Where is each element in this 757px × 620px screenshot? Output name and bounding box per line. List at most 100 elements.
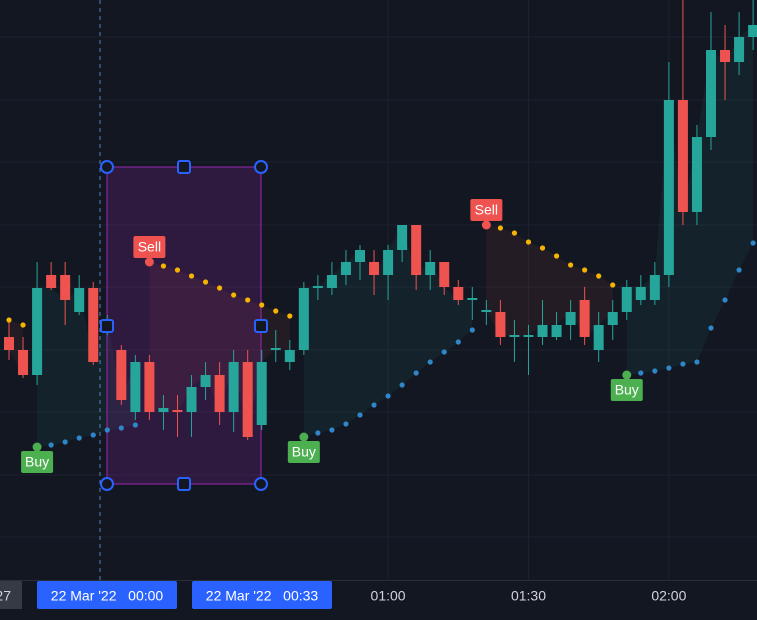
selection-end-box bbox=[192, 581, 332, 609]
signal-box bbox=[610, 379, 643, 401]
sar-dot bbox=[371, 402, 377, 408]
selection-handles[interactable] bbox=[100, 160, 268, 491]
candle-body bbox=[4, 337, 14, 350]
signal-dot bbox=[32, 442, 42, 452]
sar-dot bbox=[188, 273, 195, 279]
candle-body bbox=[383, 250, 394, 275]
cut-label: 27 bbox=[0, 588, 11, 604]
candle-body bbox=[720, 50, 731, 62]
candle-body bbox=[214, 375, 225, 412]
sell-label: Sell bbox=[138, 239, 161, 255]
candle-body bbox=[706, 50, 716, 137]
handle[interactable] bbox=[254, 319, 268, 333]
candle-body bbox=[551, 325, 562, 337]
candle-body bbox=[355, 250, 365, 262]
candle-body bbox=[369, 262, 380, 275]
candle-body bbox=[495, 312, 506, 337]
sar-dot bbox=[118, 425, 124, 431]
candle-body bbox=[537, 325, 548, 337]
sar-dot bbox=[48, 442, 54, 448]
sar-dot bbox=[455, 339, 461, 345]
sar-dot bbox=[90, 432, 96, 438]
candle-body bbox=[509, 335, 520, 337]
handle[interactable] bbox=[254, 160, 268, 174]
handle[interactable] bbox=[254, 477, 268, 491]
sar-dot bbox=[174, 267, 181, 273]
sar-dot bbox=[245, 297, 251, 303]
candle-body bbox=[425, 262, 436, 275]
candle-body bbox=[439, 262, 450, 287]
candle-body bbox=[607, 312, 618, 325]
candle-body bbox=[88, 288, 99, 362]
handle[interactable] bbox=[100, 319, 114, 333]
candle-body bbox=[411, 225, 422, 275]
signal-dot bbox=[299, 432, 309, 442]
x-tick-label: 02:00 bbox=[651, 588, 686, 604]
candle-body bbox=[663, 100, 674, 275]
sar-dot bbox=[722, 297, 728, 303]
candle-body bbox=[649, 275, 660, 300]
sell-label: Sell bbox=[475, 202, 498, 218]
candle-body bbox=[635, 287, 646, 300]
sar-dot bbox=[76, 435, 82, 441]
sar-dot bbox=[104, 427, 110, 433]
candle-body bbox=[326, 275, 337, 288]
sar-dot bbox=[596, 273, 602, 279]
cut-label-box bbox=[0, 581, 22, 609]
signal-dot bbox=[622, 370, 632, 380]
candle-body bbox=[734, 37, 745, 62]
signal-dot bbox=[481, 220, 491, 230]
candle-body bbox=[74, 288, 85, 312]
candle-body bbox=[312, 286, 323, 288]
signal-box bbox=[133, 236, 166, 258]
candle-body bbox=[593, 325, 604, 350]
candle-body bbox=[186, 387, 197, 412]
marks: Buy Sell Buy Sell Buy bbox=[4, 0, 757, 473]
sar-dot bbox=[708, 325, 714, 331]
sar-dot bbox=[553, 253, 560, 259]
sar-dot bbox=[568, 262, 574, 268]
handle[interactable] bbox=[177, 477, 191, 491]
candle-body bbox=[340, 262, 351, 275]
candle-body bbox=[579, 300, 590, 337]
sar-dot bbox=[736, 267, 742, 273]
candle-body bbox=[32, 288, 43, 375]
sar-dot bbox=[287, 313, 293, 319]
sar-dot bbox=[399, 382, 405, 388]
handle[interactable] bbox=[177, 160, 191, 174]
sar-dot bbox=[511, 230, 518, 236]
sar-dot bbox=[582, 267, 588, 273]
x-axis: 27 22 Mar '22 00:00 22 Mar '22 00:33 01:… bbox=[0, 580, 757, 620]
candle-body bbox=[481, 310, 492, 312]
sar-dot bbox=[539, 245, 546, 251]
sar-dot bbox=[202, 279, 209, 285]
signal-box bbox=[21, 451, 54, 473]
selection-box[interactable] bbox=[106, 166, 262, 485]
sar-dot bbox=[259, 302, 265, 308]
candle-body bbox=[298, 288, 309, 350]
candle-body bbox=[748, 25, 757, 37]
sar-dot bbox=[357, 412, 363, 418]
trend-fill bbox=[149, 262, 290, 437]
selection-start-box bbox=[37, 581, 177, 609]
candle-body bbox=[565, 312, 576, 325]
handle[interactable] bbox=[100, 477, 114, 491]
candle-body bbox=[397, 225, 408, 250]
sar-dot bbox=[427, 359, 433, 365]
sar-dot bbox=[652, 368, 658, 374]
sar-dot bbox=[315, 430, 321, 436]
candle-body bbox=[621, 287, 632, 312]
selection-start-label: 22 Mar '22 00:00 bbox=[51, 588, 164, 604]
candle-body bbox=[677, 100, 688, 212]
sar-dot bbox=[680, 361, 686, 367]
sar-dot bbox=[217, 285, 223, 291]
trend-fill bbox=[626, 25, 754, 375]
candle-body bbox=[242, 362, 253, 437]
signal-box bbox=[287, 441, 320, 463]
candle-body bbox=[270, 348, 281, 350]
handle[interactable] bbox=[100, 160, 114, 174]
trend-fill bbox=[37, 288, 136, 447]
sar-dot bbox=[62, 439, 68, 445]
